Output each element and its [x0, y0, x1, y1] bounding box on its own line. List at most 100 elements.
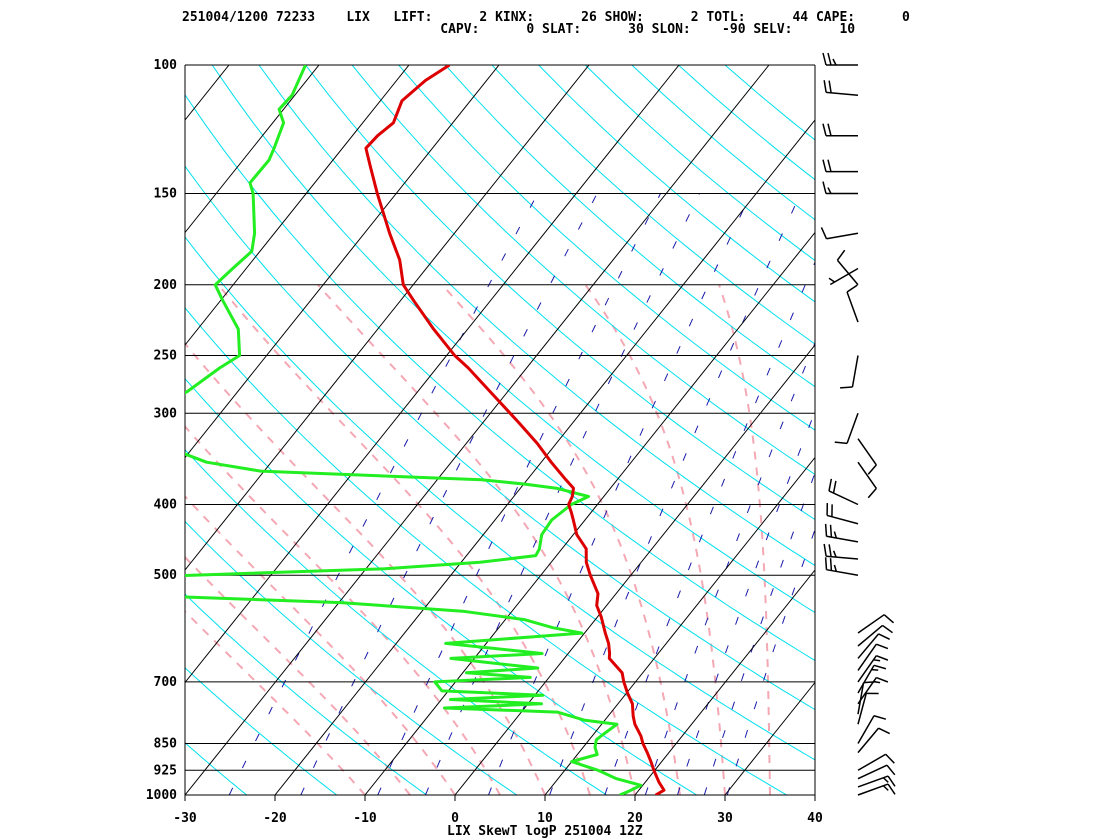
mixing-ratio-line: [677, 410, 815, 795]
chart-title: LIX SkewT logP 251004 12Z: [447, 824, 643, 839]
mixing-ratio-lines: [228, 193, 815, 795]
moist-adiabat-line: [185, 610, 366, 795]
wind-barb: [857, 764, 896, 780]
x-tick-label: -10: [353, 811, 377, 826]
x-tick-label: 30: [717, 811, 733, 826]
wind-barb: [823, 543, 859, 560]
wind-barb: [823, 80, 859, 96]
isotherm-line: [185, 65, 590, 571]
isotherms: [0, 65, 815, 795]
x-tick-label: 40: [807, 811, 823, 826]
pressure-label: 300: [154, 406, 178, 421]
pressure-label: 500: [154, 568, 178, 583]
mixing-ratio-line: [726, 528, 815, 795]
dry-adiabat-line: [185, 377, 697, 795]
dry-adiabat-line: [351, 65, 815, 476]
isotherm-line: [814, 794, 815, 795]
pressure-label: 150: [154, 187, 178, 202]
dewpoint-line: [185, 65, 643, 795]
wind-barb: [836, 249, 859, 286]
pressure-label: 700: [154, 675, 178, 690]
wind-barb: [826, 503, 859, 525]
moist-adiabat-line: [441, 284, 681, 795]
isotherm-line: [634, 569, 815, 795]
isotherm-line: [185, 65, 230, 121]
isotherm-line: [544, 456, 815, 795]
isotherm-line: [0, 65, 49, 795]
wind-barb: [834, 413, 859, 445]
x-tick-label: 0: [451, 811, 459, 826]
wind-barb: [828, 478, 859, 506]
wind-barb: [857, 783, 896, 796]
wind-barb: [820, 227, 859, 240]
dry-adiabat-line: [185, 93, 815, 662]
moist-adiabat-line: [185, 425, 501, 795]
pressure-axis-labels: 100 150 200 250 300 400 500 700 850 925 1000: [146, 58, 177, 803]
pressure-label: 400: [154, 498, 178, 513]
wind-barb: [857, 614, 895, 634]
mixing-ratio-line: [644, 341, 815, 795]
mixing-ratio-line: [549, 193, 801, 795]
mixing-ratio-line: [604, 261, 815, 795]
temperature-axis-ticks: [184, 795, 816, 801]
station-header-line-2: CAPV: 0 SLAT: 30 SLON: -90 SELV: 10: [182, 22, 855, 37]
wind-barb: [822, 52, 858, 66]
wind-barb: [857, 775, 896, 788]
x-tick-label: 20: [627, 811, 643, 826]
dry-adiabat-line: [211, 65, 815, 614]
x-tick-label: -20: [263, 811, 287, 826]
wind-barb: [857, 715, 887, 744]
moist-adiabat-line: [185, 495, 456, 795]
isotherm-line: [185, 65, 320, 234]
wind-barb: [857, 643, 889, 671]
moist-adiabat-line: [185, 342, 546, 795]
dry-adiabat-line: [185, 448, 607, 795]
wind-barb: [857, 664, 887, 694]
pressure-label: 1000: [146, 788, 177, 803]
isotherm-line: [0, 65, 139, 795]
dry-adiabat-line: [185, 306, 787, 795]
wind-barbs: [820, 52, 896, 796]
dry-adiabat-line: [185, 742, 248, 795]
dry-adiabat-line: [724, 65, 815, 141]
isotherm-line: [185, 65, 410, 346]
sounding-traces: [185, 65, 666, 795]
wind-barb: [822, 181, 858, 195]
x-tick-label: -30: [173, 811, 197, 826]
wind-barb: [857, 692, 879, 725]
temperature-line: [364, 65, 666, 795]
wind-barb: [846, 284, 859, 323]
isotherm-line: [274, 119, 815, 795]
isotherm-line: [185, 65, 770, 795]
moist-adiabats: [185, 284, 771, 795]
isotherm-line: [185, 65, 680, 684]
isotherm-line: [185, 65, 500, 459]
wind-barb: [857, 624, 893, 647]
wind-barb: [857, 753, 895, 771]
wind-barb: [840, 355, 859, 389]
wind-barb: [824, 557, 859, 576]
moist-adiabat-line: [718, 284, 771, 795]
wind-barb: [857, 681, 876, 715]
dry-adiabat-line: [398, 65, 815, 431]
wind-barb: [824, 523, 859, 543]
isotherm-line: [454, 344, 815, 795]
wind-barb: [822, 159, 858, 173]
wind-barb: [857, 727, 891, 754]
pressure-label: 100: [154, 58, 178, 73]
mixing-ratio-line: [703, 471, 815, 795]
wind-barb: [857, 438, 877, 475]
isotherm-line: [364, 231, 815, 795]
wind-barb: [857, 655, 889, 683]
pressure-label: 250: [154, 348, 178, 363]
pressure-label: 200: [154, 278, 178, 293]
wind-barb: [822, 123, 858, 137]
moist-adiabat-line: [317, 284, 636, 795]
station-header-line-1: 251004/1200 72233 LIX LIFT: 2 KINX: 26 S…: [182, 10, 910, 25]
moist-adiabat-line: [217, 284, 591, 795]
x-tick-label: 10: [537, 811, 553, 826]
wind-barb: [828, 267, 859, 286]
pressure-label: 925: [154, 763, 177, 778]
isotherm-line: [724, 681, 815, 795]
